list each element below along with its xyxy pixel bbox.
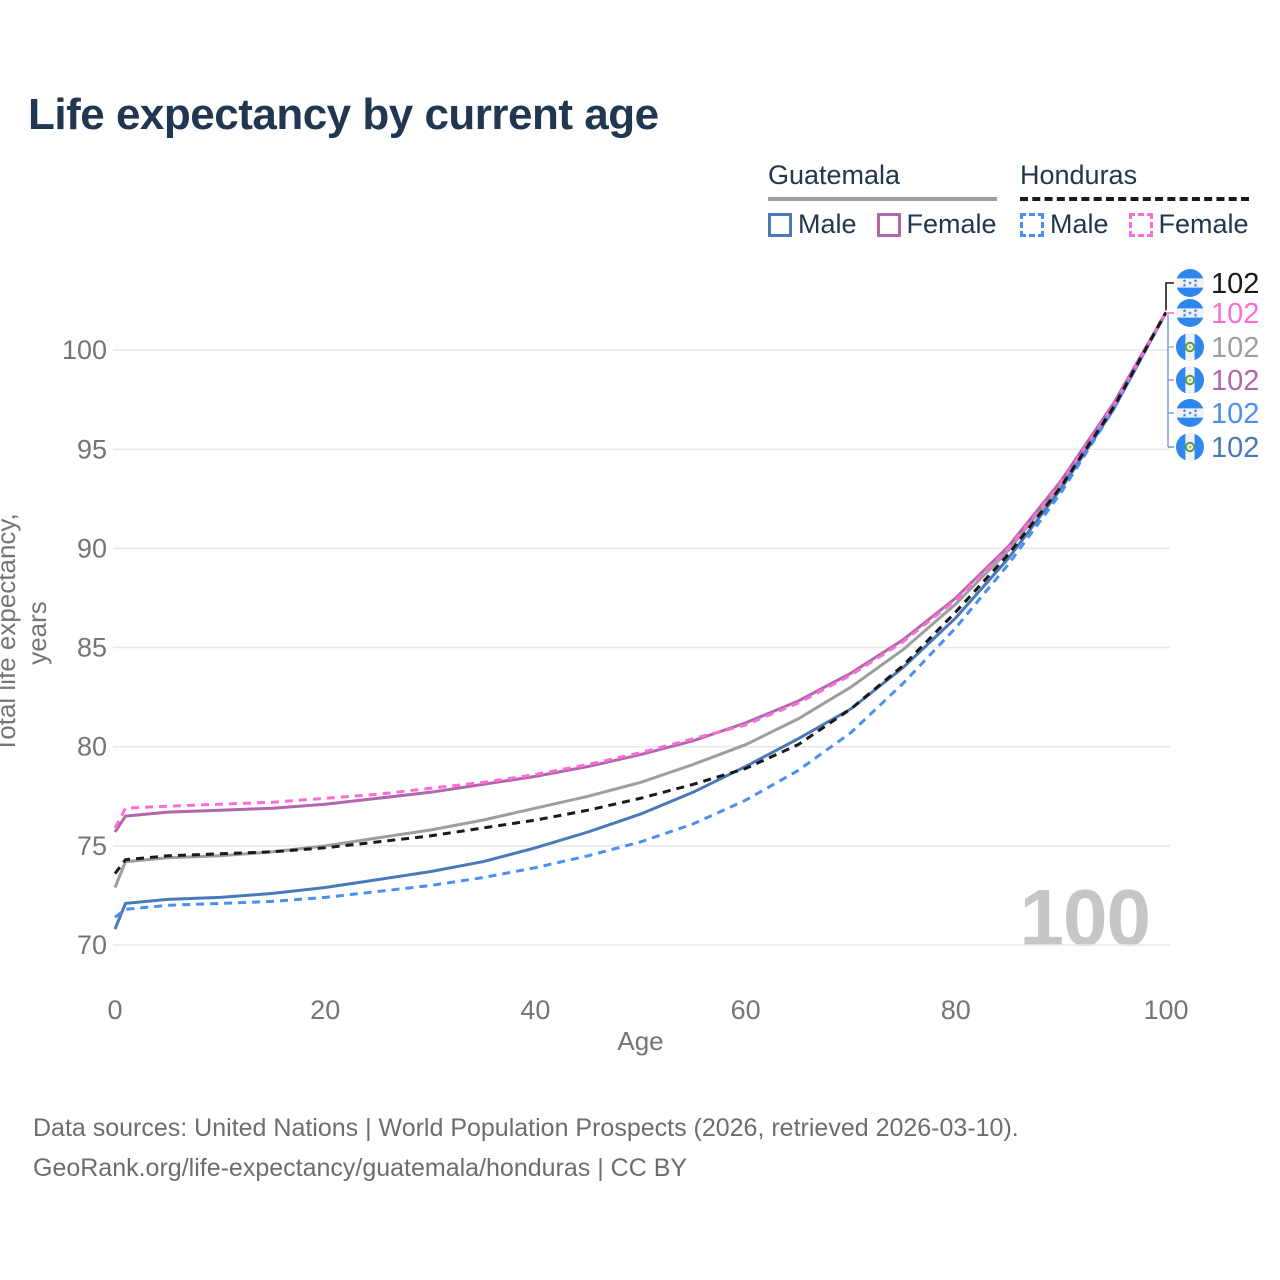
legend-label: Male (1050, 209, 1109, 239)
attribution-link: GeoRank.org/life-expectancy/guatemala/ho… (33, 1154, 688, 1182)
series-line-guatemala-female (113, 311, 1168, 833)
legend-label: Female (906, 209, 997, 239)
x-tick-20: 20 (310, 995, 340, 1025)
honduras-male-swatch-icon (1020, 212, 1044, 237)
age-counter-watermark: 100 (1019, 873, 1151, 962)
guatemala-flag-icon (1176, 366, 1204, 394)
legend-country-honduras[interactable]: Honduras (1020, 160, 1249, 201)
guatemala-flag-icon (1176, 433, 1204, 461)
y-tick-85: 85 (77, 633, 107, 663)
legend-label: Female (1158, 209, 1249, 239)
series-line-honduras-overall (113, 311, 1168, 875)
x-tick-80: 80 (941, 995, 971, 1025)
y-tick-70: 70 (77, 930, 107, 960)
honduras-flag-icon (1176, 299, 1204, 327)
y-tick-90: 90 (77, 533, 107, 563)
series-line-honduras-female (113, 311, 1168, 829)
y-tick-80: 80 (77, 732, 107, 762)
series-line-guatemala-overall (113, 311, 1168, 889)
legend-group-honduras: Honduras Male Female (1020, 160, 1249, 240)
series-line-guatemala-male (113, 311, 1168, 930)
end-label-guatemala-male: 102 (1211, 432, 1259, 464)
legend-item-honduras-female[interactable]: Female (1128, 209, 1249, 240)
data-source-text: Data sources: United Nations | World Pop… (33, 1114, 1019, 1142)
end-label-honduras-overall: 102 (1211, 268, 1259, 300)
x-tick-0: 0 (107, 995, 122, 1025)
end-label-guatemala-overall: 102 (1211, 332, 1259, 364)
legend-country-guatemala[interactable]: Guatemala (768, 160, 997, 201)
page-title: Life expectancy by current age (28, 90, 659, 139)
y-tick-95: 95 (77, 434, 107, 464)
honduras-female-swatch-icon (1128, 212, 1153, 237)
guatemala-flag-icon (1176, 333, 1204, 361)
x-axis-label: Age (617, 1026, 664, 1056)
footer: Data sources: United Nations | World Pop… (33, 1108, 1019, 1188)
legend-label: Male (798, 209, 857, 239)
x-tick-100: 100 (1143, 995, 1188, 1025)
y-axis-label: Total life expectancy, years (0, 513, 52, 753)
end-label-honduras-male: 102 (1211, 398, 1259, 430)
legend-group-guatemala: Guatemala Male Female (768, 160, 997, 240)
guatemala-female-swatch-icon (876, 212, 901, 237)
legend-item-guatemala-male[interactable]: Male (768, 209, 857, 240)
guatemala-male-swatch-icon (768, 212, 792, 237)
honduras-flag-icon (1176, 399, 1204, 427)
connector-honduras-overall (1165, 282, 1174, 311)
legend-item-honduras-male[interactable]: Male (1020, 209, 1109, 240)
x-tick-60: 60 (731, 995, 761, 1025)
y-tick-75: 75 (77, 831, 107, 861)
end-label-guatemala-female: 102 (1211, 365, 1259, 397)
y-tick-100: 100 (62, 335, 107, 365)
legend-item-guatemala-female[interactable]: Female (876, 209, 997, 240)
x-tick-40: 40 (520, 995, 550, 1025)
series-line-honduras-male (114, 311, 1168, 919)
honduras-flag-icon (1176, 269, 1204, 297)
end-label-honduras-female: 102 (1211, 298, 1259, 330)
